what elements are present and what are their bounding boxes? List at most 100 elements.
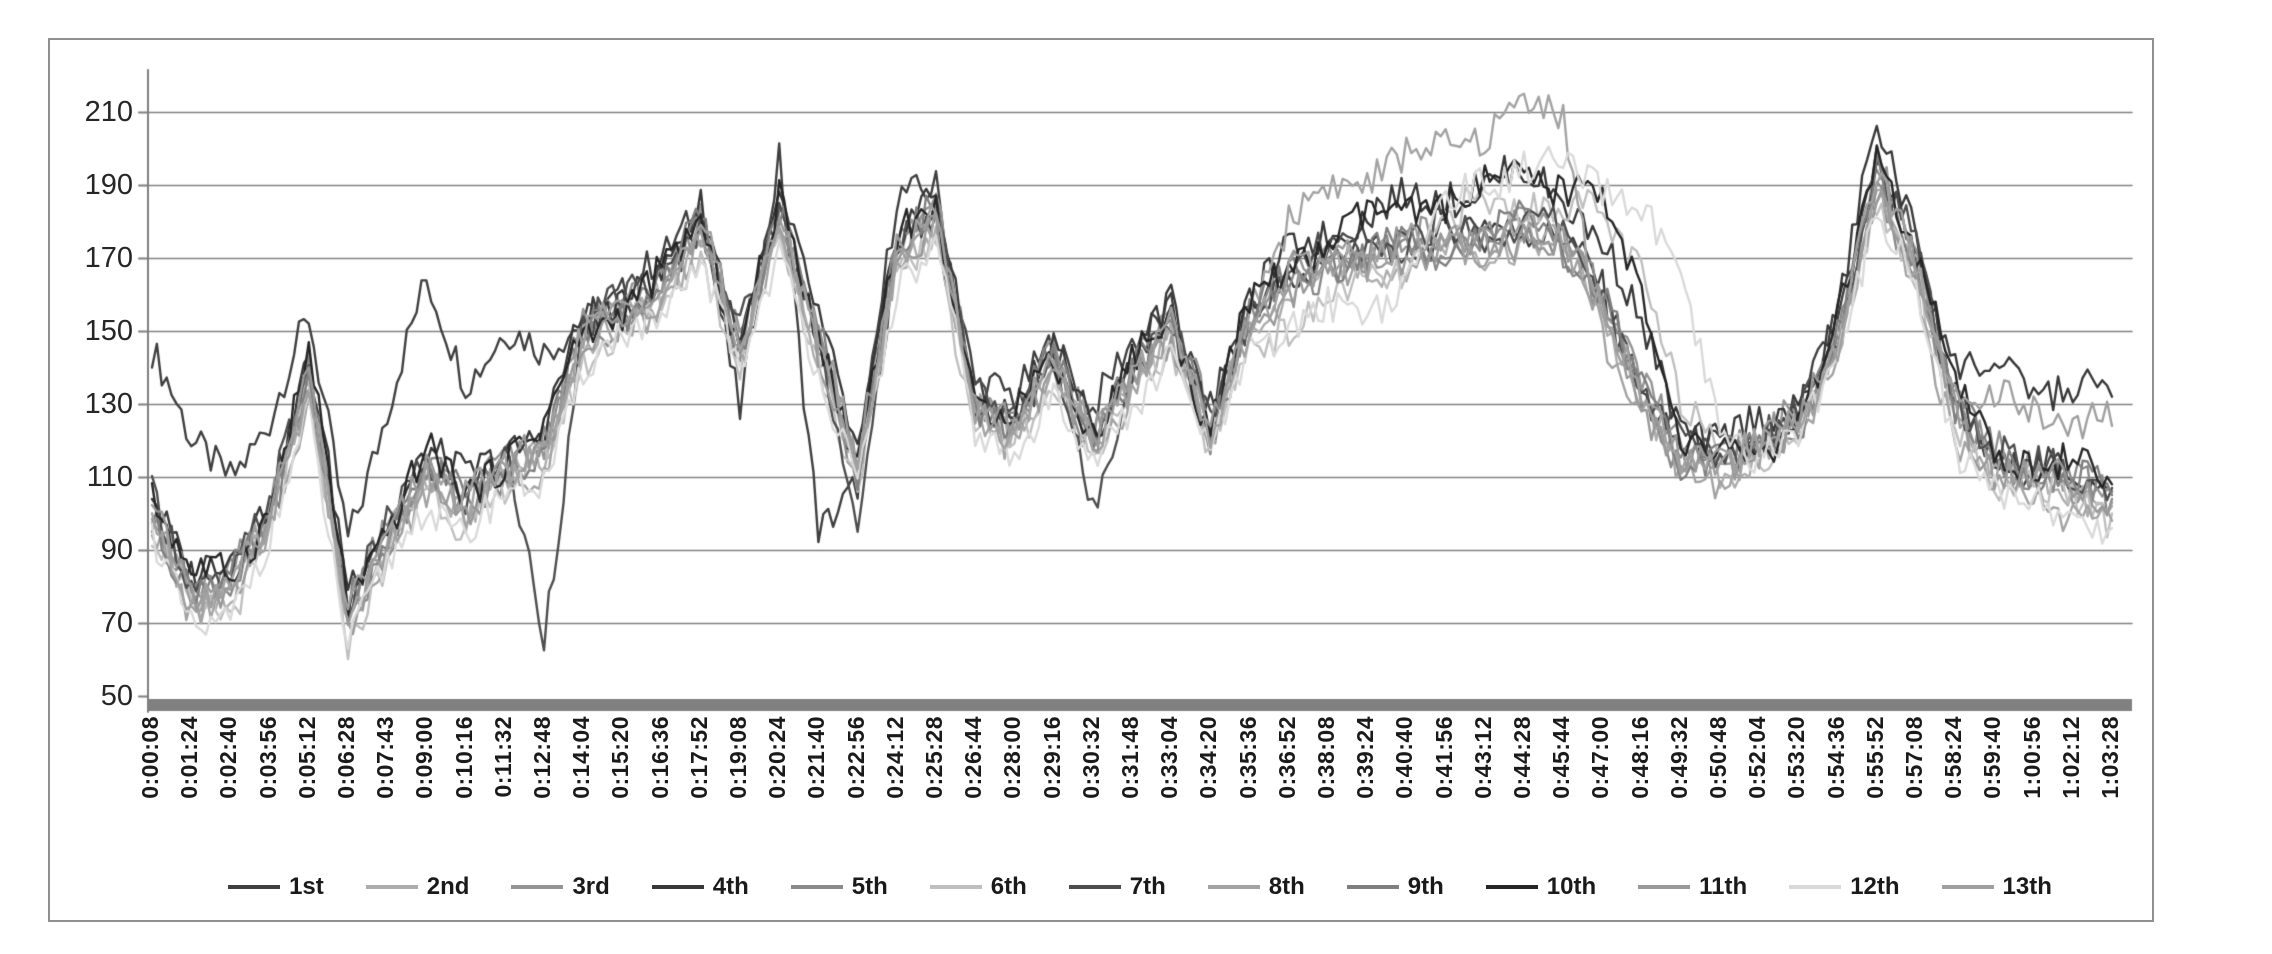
x-tick-label: 0:45:44 xyxy=(1548,716,1575,799)
x-tick-label: 1:00:56 xyxy=(2018,716,2045,799)
x-tick-label: 0:48:16 xyxy=(1626,716,1653,799)
x-tick-label: 0:55:52 xyxy=(1861,716,1888,799)
x-tick-label: 0:26:44 xyxy=(960,716,987,799)
x-tick-label: 0:22:56 xyxy=(842,716,869,799)
legend-label: 3rd xyxy=(572,873,610,900)
x-tick-label: 0:38:08 xyxy=(1313,716,1339,799)
x-tick-label: 0:05:12 xyxy=(293,716,320,799)
x-tick-label: 0:39:24 xyxy=(1352,716,1379,799)
legend-item: 7th xyxy=(1068,873,1166,901)
y-tick-label: 50 xyxy=(100,680,133,712)
x-tick-label: 0:29:16 xyxy=(1038,716,1065,799)
x-tick-label: 0:33:04 xyxy=(1156,716,1183,799)
legend-line-swatch xyxy=(1207,885,1260,889)
legend-line-swatch xyxy=(790,885,843,889)
y-tick-label: 150 xyxy=(84,315,133,347)
y-tick-label: 190 xyxy=(84,169,133,201)
x-tick-label: 0:43:12 xyxy=(1469,716,1496,799)
x-tick-label: 0:34:20 xyxy=(1195,716,1222,799)
legend-item: 4th xyxy=(651,873,749,901)
x-tick-label: 0:50:48 xyxy=(1705,716,1731,799)
legend-line-swatch xyxy=(1638,885,1691,889)
legend-label: 9th xyxy=(1407,873,1444,900)
x-tick-label: 1:03:28 xyxy=(2097,716,2123,799)
x-tick-label: 0:49:32 xyxy=(1665,716,1692,799)
legend-line-swatch xyxy=(365,885,418,889)
legend-item: 12th xyxy=(1789,873,1900,901)
x-tick-label: 0:00:08 xyxy=(137,716,163,799)
legend-item: 1st xyxy=(228,873,324,901)
legend-item: 6th xyxy=(929,873,1027,901)
legend-line-swatch xyxy=(929,885,982,889)
y-tick-label: 70 xyxy=(100,607,133,639)
legend-label: 6th xyxy=(990,873,1027,900)
x-tick-label: 0:06:28 xyxy=(333,716,359,799)
x-tick-label: 0:57:08 xyxy=(1901,716,1927,799)
x-tick-label: 0:36:52 xyxy=(1273,716,1300,799)
x-tick-label: 0:47:00 xyxy=(1587,716,1614,799)
x-tick-label: 0:59:40 xyxy=(1979,716,2006,799)
legend-label: 8th xyxy=(1268,873,1305,900)
x-tick-label: 0:24:12 xyxy=(881,716,908,799)
x-tick-label: 0:25:28 xyxy=(921,716,947,799)
x-tick-label: 0:03:56 xyxy=(254,716,281,799)
x-tick-label: 0:31:48 xyxy=(1117,716,1143,799)
y-tick-label: 90 xyxy=(100,534,133,566)
y-tick-label: 210 xyxy=(84,96,133,128)
chart-legend: 1st 2nd 3rd 4th 5th 6th 7th 8th 9th 10th 11th 12th 1… xyxy=(148,870,2132,904)
x-tick-label: 1:02:12 xyxy=(2057,716,2084,799)
x-tick-label: 0:10:16 xyxy=(450,716,477,799)
legend-label: 10th xyxy=(1546,873,1597,900)
x-tick-label: 0:30:32 xyxy=(1077,716,1104,799)
legend-line-swatch xyxy=(1485,885,1538,889)
x-tick-label: 0:01:24 xyxy=(176,716,203,799)
legend-label: 2nd xyxy=(426,873,470,900)
legend-label: 1st xyxy=(289,873,324,900)
legend-label: 13th xyxy=(2002,873,2052,900)
legend-item: 9th xyxy=(1346,873,1444,901)
legend-item: 13th xyxy=(1941,873,2052,901)
legend-label: 4th xyxy=(712,873,749,900)
x-tick-label: 0:53:20 xyxy=(1783,716,1810,799)
legend-label: 5th xyxy=(851,873,888,900)
x-tick-label: 0:41:56 xyxy=(1430,716,1457,799)
x-tick-label: 0:16:36 xyxy=(646,716,673,799)
legend-line-swatch xyxy=(1789,885,1842,889)
x-tick-label: 0:21:40 xyxy=(803,716,830,799)
x-tick-label: 0:35:36 xyxy=(1234,716,1261,799)
legend-item: 10th xyxy=(1485,873,1597,901)
legend-label: 11th xyxy=(1699,873,1748,900)
x-tick-label: 0:11:32 xyxy=(489,716,516,798)
legend-line-swatch xyxy=(651,885,704,889)
x-tick-label: 0:19:08 xyxy=(725,716,751,799)
legend-item: 3rd xyxy=(511,873,610,901)
x-tick-label: 0:12:48 xyxy=(529,716,555,799)
legend-line-swatch xyxy=(511,885,564,889)
legend-line-swatch xyxy=(1068,885,1121,889)
legend-line-swatch xyxy=(1346,885,1399,889)
y-tick-label: 110 xyxy=(86,461,133,493)
x-tick-label: 0:20:24 xyxy=(764,716,791,799)
x-tick-label: 0:44:28 xyxy=(1509,716,1535,799)
x-tick-label: 0:52:04 xyxy=(1744,716,1771,799)
legend-label: 7th xyxy=(1129,873,1166,900)
legend-item: 11th xyxy=(1638,873,1747,901)
y-tick-label: 170 xyxy=(84,242,133,274)
x-tick-label: 0:02:40 xyxy=(215,716,242,799)
legend-line-swatch xyxy=(1941,885,1994,889)
legend-line-swatch xyxy=(228,885,281,889)
x-tick-label: 0:14:04 xyxy=(568,716,595,799)
legend-label: 12th xyxy=(1850,873,1900,900)
y-tick-label: 130 xyxy=(84,388,133,420)
x-tick-label: 0:28:00 xyxy=(999,716,1026,799)
x-tick-label: 0:58:24 xyxy=(1940,716,1967,799)
legend-item: 2nd xyxy=(365,873,470,901)
x-tick-label: 0:09:00 xyxy=(411,716,438,799)
legend-item: 5th xyxy=(790,873,888,901)
x-tick-label: 0:17:52 xyxy=(685,716,712,799)
x-tick-label: 0:07:43 xyxy=(372,716,399,799)
x-tick-label: 0:40:40 xyxy=(1391,716,1418,799)
x-tick-label: 0:54:36 xyxy=(1822,716,1849,799)
